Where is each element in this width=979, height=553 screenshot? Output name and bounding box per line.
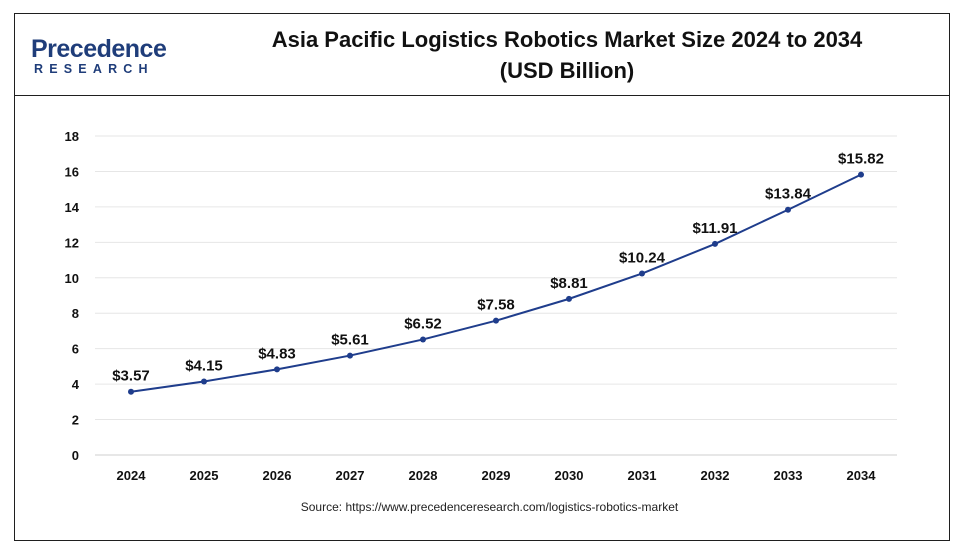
data-label: $8.81 [550,275,588,292]
y-tick-label: 14 [65,200,80,215]
data-label: $5.61 [331,332,369,349]
x-tick-label: 2031 [628,468,657,483]
data-label: $11.91 [692,220,737,237]
y-axis-ticks: 0 2 4 6 8 10 12 14 16 18 [65,129,80,463]
data-point [566,295,572,302]
data-point [639,270,645,277]
x-tick-label: 2032 [701,468,730,483]
data-point [493,317,499,324]
y-tick-label: 6 [72,342,79,357]
x-tick-label: 2034 [847,468,877,483]
y-tick-label: 12 [65,235,79,250]
data-point [420,336,426,343]
data-labels: $3.57 $4.15 $4.83 $5.61 $6.52 $7.58 $8.81 $10.2… [112,151,884,385]
data-points [128,171,864,395]
brand-logo: Precedence RESEARCH [31,36,191,80]
y-tick-label: 16 [65,164,79,179]
data-point [712,240,718,247]
data-label: $13.84 [765,186,812,203]
y-tick-label: 8 [72,306,79,321]
data-point [785,206,791,213]
x-tick-label: 2025 [190,468,219,483]
grid-lines [95,135,897,456]
x-axis-ticks: 2024 2025 2026 2027 2028 2029 2030 2031 2032 2033… [117,468,877,483]
brand-sub: RESEARCH [34,62,154,76]
data-label: $7.58 [477,297,515,314]
x-tick-label: 2024 [117,468,147,483]
y-tick-label: 18 [65,129,79,144]
chart-frame: Precedence RESEARCH Asia Pacific Logisti… [14,13,950,541]
x-tick-label: 2027 [336,468,365,483]
data-label: $10.24 [619,250,666,267]
y-tick-label: 0 [72,448,79,463]
source-note: Source: https://www.precedenceresearch.c… [300,500,679,514]
data-label: $6.52 [404,315,442,332]
chart-title-line2: (USD Billion) [499,58,635,83]
chart-title-line1: Asia Pacific Logistics Robotics Market S… [271,27,863,52]
chart-title: Asia Pacific Logistics Robotics Market S… [205,24,929,86]
x-tick-label: 2029 [482,468,511,483]
data-point [128,388,134,395]
data-label: $4.83 [258,345,296,362]
data-point [347,352,353,359]
x-tick-label: 2033 [774,468,803,483]
data-label: $4.15 [185,357,223,374]
x-tick-label: 2028 [409,468,438,483]
y-tick-label: 2 [72,413,79,428]
data-point [858,171,864,178]
brand-name: Precedence [31,35,167,63]
data-label: $15.82 [838,151,884,168]
data-point [201,378,207,385]
data-label: $3.57 [112,368,150,385]
x-tick-label: 2030 [555,468,584,483]
y-tick-label: 10 [65,271,79,286]
y-tick-label: 4 [72,377,80,392]
data-point [274,366,280,373]
x-tick-label: 2026 [263,468,292,483]
chart-header: Precedence RESEARCH Asia Pacific Logisti… [15,14,949,96]
